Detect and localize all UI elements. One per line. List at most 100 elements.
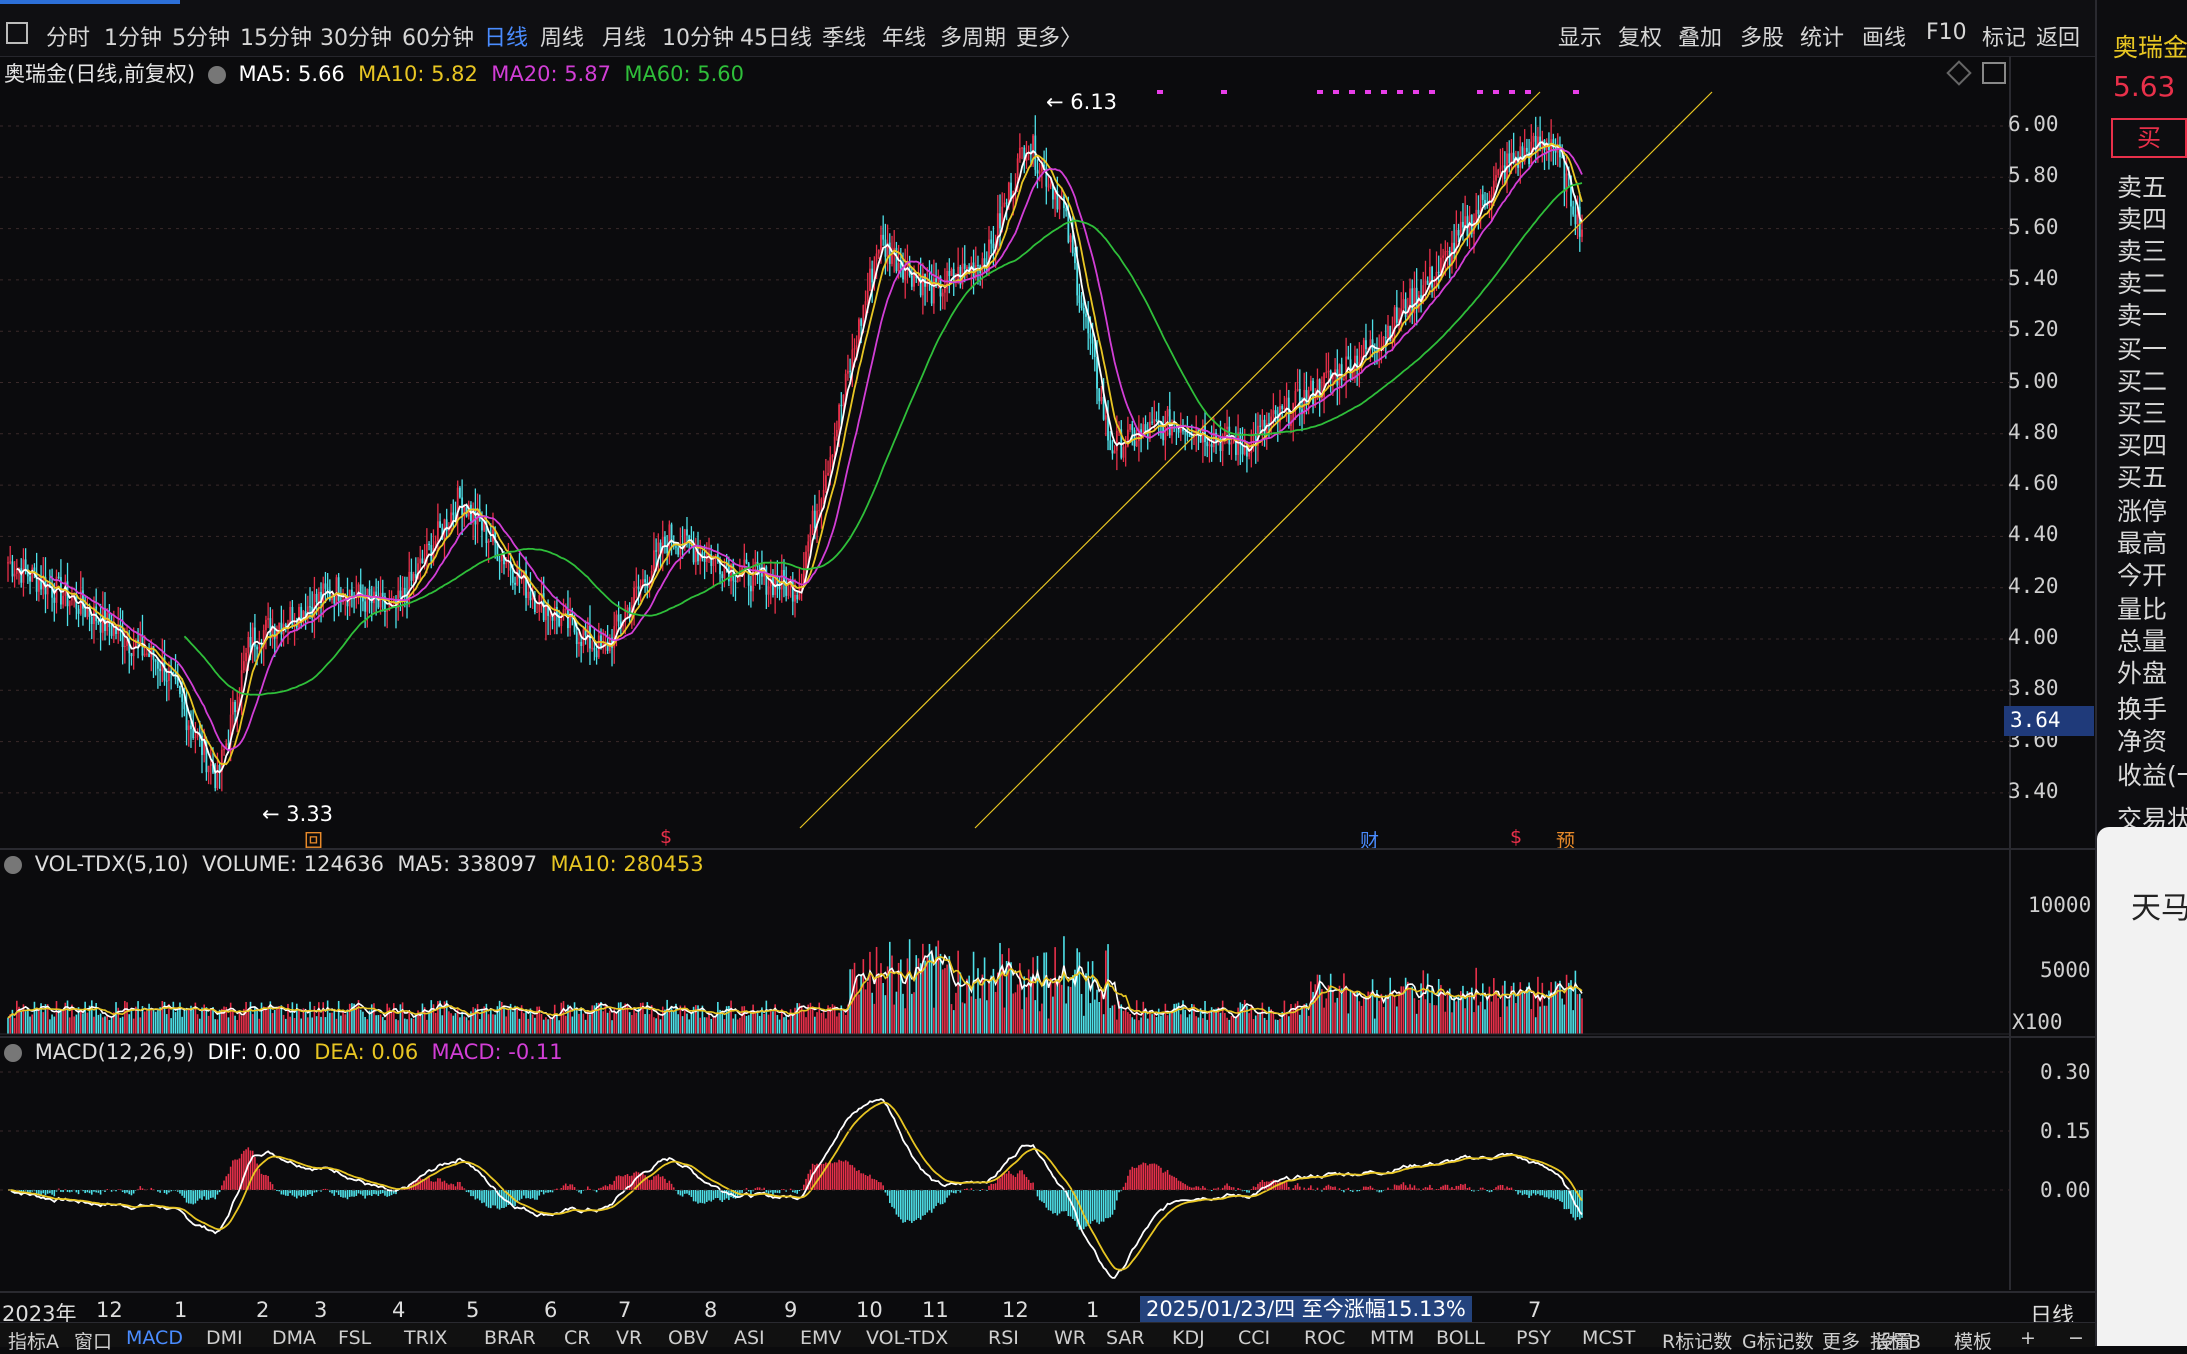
indicator-tab[interactable]: VR [616, 1327, 643, 1349]
indicator-tab[interactable]: SAR [1106, 1327, 1145, 1349]
candle-body [882, 234, 885, 240]
indicator-tab[interactable]: MTM [1370, 1327, 1415, 1349]
indicator-tab[interactable]: OBV [668, 1327, 709, 1349]
candle-body [862, 305, 865, 326]
indicator-tab[interactable]: KDJ [1172, 1327, 1205, 1349]
candle-body [860, 319, 863, 326]
event-marker[interactable]: $ [1510, 826, 1523, 848]
indicator-b-tab[interactable]: 模板 [1954, 1331, 1993, 1353]
candle-body [1559, 144, 1561, 158]
volume-bar [664, 1009, 666, 1034]
quote-row-label: 卖四 [2117, 205, 2168, 234]
indicator-tab[interactable]: BRAR [484, 1327, 536, 1349]
tab-11[interactable]: 季线 [822, 26, 867, 51]
collapse-icon[interactable] [4, 856, 22, 874]
tab-13[interactable]: 多周期 [940, 26, 1007, 51]
indicator-b-tab[interactable]: 指标B [1870, 1331, 1922, 1353]
candle-body [1382, 336, 1385, 347]
toolbar-1[interactable]: 复权 [1618, 26, 1663, 51]
indicator-tab[interactable]: G标记数 [1742, 1331, 1814, 1353]
menu-icon[interactable] [6, 22, 28, 44]
event-marker[interactable]: 财 [1360, 830, 1380, 852]
volume-bar [1153, 1013, 1156, 1034]
event-marker[interactable]: 预 [1556, 830, 1576, 852]
indicator-tab[interactable]: TRIX [404, 1327, 448, 1349]
popup-card[interactable]: 天马 [2097, 827, 2187, 1346]
volume-bar [1532, 991, 1535, 1034]
collapse-icon[interactable] [4, 1044, 22, 1062]
volume-bar [1232, 1017, 1235, 1034]
indicator-tab[interactable]: FSL [338, 1327, 372, 1349]
toolbar-7[interactable]: 标记 [1982, 26, 2027, 51]
indicator-tab[interactable]: CR [564, 1327, 591, 1349]
indicator-tab[interactable]: DMI [206, 1327, 243, 1349]
toolbar-3[interactable]: 多股 [1740, 26, 1785, 51]
indicator-tab[interactable]: MACD [126, 1327, 183, 1349]
toolbar-0[interactable]: 显示 [1558, 26, 1603, 51]
indicator-tab[interactable]: ASI [734, 1327, 765, 1349]
volume-bar [1019, 963, 1021, 1034]
collapse-icon[interactable] [207, 66, 226, 84]
indicator-tab[interactable]: 更多 [1822, 1331, 1861, 1353]
volume-bar [650, 1005, 653, 1034]
tab-12[interactable]: 年线 [882, 26, 927, 51]
event-marker[interactable]: $ [660, 826, 673, 848]
quote-row-label: 换手 [2117, 695, 2168, 724]
candle-body [1184, 431, 1187, 433]
volume-bar [1396, 1006, 1398, 1034]
indicator-tab[interactable]: R标记数 [1662, 1331, 1733, 1353]
indicator-tab[interactable]: DMA [272, 1327, 317, 1349]
indicator-b-tab[interactable]: + [2020, 1327, 2036, 1349]
volume-bar [1076, 948, 1078, 1034]
tab-3[interactable]: 15分钟 [240, 26, 312, 51]
indicator-tab[interactable]: MCST [1582, 1327, 1636, 1349]
kline-chart[interactable] [0, 0, 2095, 1322]
tab-6[interactable]: 日线 [484, 26, 529, 51]
tab-9[interactable]: 10分钟 [662, 26, 734, 51]
volume-bar [1080, 993, 1083, 1034]
indicator-tab[interactable]: BOLL [1436, 1327, 1485, 1349]
panel-toggle-icon[interactable] [1982, 62, 2006, 84]
volume-bar [1182, 1000, 1184, 1034]
candle-body [1481, 194, 1484, 200]
price-tick: 4.40 [2008, 522, 2059, 547]
buy-button[interactable]: 买 [2111, 118, 2187, 158]
tab-0[interactable]: 分时 [46, 26, 91, 51]
volume-bar [49, 1019, 51, 1034]
event-marker[interactable]: 回 [304, 830, 324, 852]
toolbar-4[interactable]: 统计 [1800, 26, 1845, 51]
indicator-tab[interactable]: 指标A [8, 1331, 59, 1353]
volume-bar [1556, 983, 1559, 1034]
candle-body [1411, 288, 1414, 314]
tab-10[interactable]: 45日线 [740, 26, 812, 51]
volume-bar [344, 1014, 347, 1034]
candle-body [683, 529, 686, 548]
toolbar-5[interactable]: 画线 [1862, 26, 1907, 51]
indicator-tab[interactable]: RSI [988, 1327, 1019, 1349]
volume-bar [520, 1005, 523, 1034]
tab-2[interactable]: 5分钟 [172, 26, 230, 51]
signal-dot [1333, 90, 1339, 94]
tab-4[interactable]: 30分钟 [320, 26, 392, 51]
tab-1[interactable]: 1分钟 [104, 26, 162, 51]
volume-bar [355, 1006, 358, 1034]
indicator-tab[interactable]: PSY [1516, 1327, 1552, 1349]
indicator-b-tab[interactable]: − [2068, 1327, 2084, 1349]
toolbar-6[interactable]: F10 [1926, 20, 1967, 45]
candle-body [1453, 242, 1456, 254]
volume-bar [412, 1018, 415, 1034]
toolbar-8[interactable]: 返回 [2036, 26, 2081, 51]
toolbar-2[interactable]: 叠加 [1678, 26, 1723, 51]
indicator-tab[interactable]: WR [1054, 1327, 1086, 1349]
tab-14[interactable]: 更多〉 [1016, 26, 1083, 51]
indicator-tab[interactable]: 窗口 [74, 1331, 113, 1353]
indicator-tab[interactable]: EMV [800, 1327, 842, 1349]
tab-8[interactable]: 月线 [602, 26, 647, 51]
candle-body [220, 749, 223, 773]
indicator-tab[interactable]: CCI [1238, 1327, 1271, 1349]
tab-5[interactable]: 60分钟 [402, 26, 474, 51]
indicator-tab[interactable]: VOL-TDX [866, 1327, 949, 1349]
candle-body [84, 608, 87, 617]
tab-7[interactable]: 周线 [540, 26, 585, 51]
indicator-tab[interactable]: ROC [1304, 1327, 1346, 1349]
